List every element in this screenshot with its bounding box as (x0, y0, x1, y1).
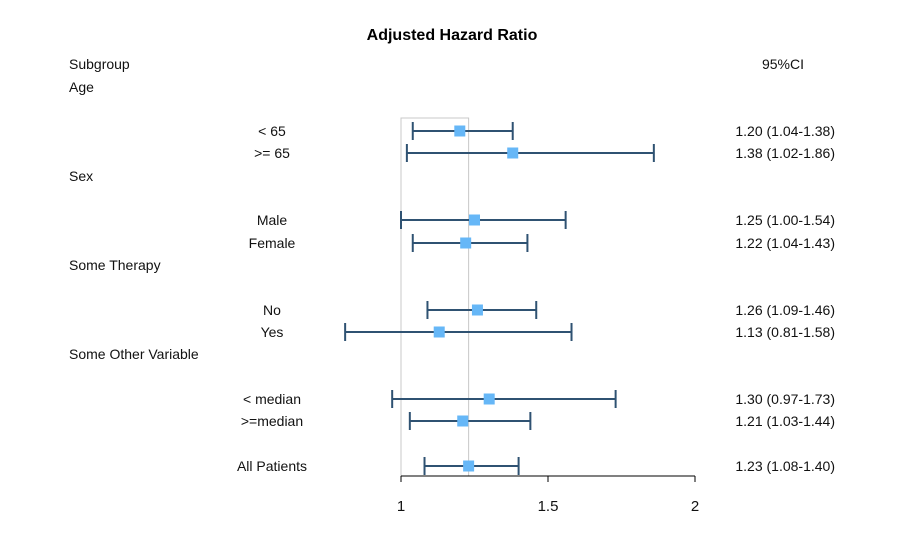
point-estimate (507, 147, 519, 159)
ci-value: 1.20 (1.04-1.38) (735, 123, 835, 139)
point-estimate (471, 304, 483, 316)
subgroup-label: Female (249, 235, 296, 251)
ci-value: 1.13 (0.81-1.58) (735, 324, 835, 340)
point-estimate (433, 326, 445, 338)
point-estimate (483, 393, 495, 405)
group-label: Some Other Variable (69, 346, 199, 362)
subgroup-label: Male (257, 212, 288, 228)
subgroup-label: < 65 (258, 123, 286, 139)
chart-title: Adjusted Hazard Ratio (367, 27, 538, 44)
ci-value: 1.21 (1.03-1.44) (735, 413, 835, 429)
subgroup-label: Yes (261, 324, 284, 340)
group-label: Age (69, 79, 94, 95)
x-tick-label: 1 (397, 498, 405, 515)
x-tick-label: 1.5 (538, 498, 559, 515)
subgroup-label: No (263, 302, 281, 318)
point-estimate (454, 125, 466, 137)
ci-value: 1.26 (1.09-1.46) (735, 302, 835, 318)
subgroup-label: >= 65 (254, 145, 290, 161)
x-tick-label: 2 (691, 498, 699, 515)
point-estimate (463, 460, 475, 472)
group-label: Some Therapy (69, 257, 161, 273)
subgroup-label: All Patients (237, 458, 307, 474)
subgroup-label: < median (243, 391, 301, 407)
ci-value: 1.38 (1.02-1.86) (735, 145, 835, 161)
ci-value: 1.25 (1.00-1.54) (735, 212, 835, 228)
subgroup-label: >=median (241, 413, 303, 429)
subgroup-header: Subgroup (69, 56, 130, 72)
ci-value: 1.22 (1.04-1.43) (735, 235, 835, 251)
point-estimate (469, 214, 480, 226)
group-label: Sex (69, 168, 93, 184)
ci-value: 1.23 (1.08-1.40) (735, 458, 835, 474)
point-estimate (460, 237, 472, 249)
ci-value: 1.30 (0.97-1.73) (735, 391, 835, 407)
point-estimate (457, 415, 469, 427)
ci-header: 95%CI (762, 56, 804, 72)
